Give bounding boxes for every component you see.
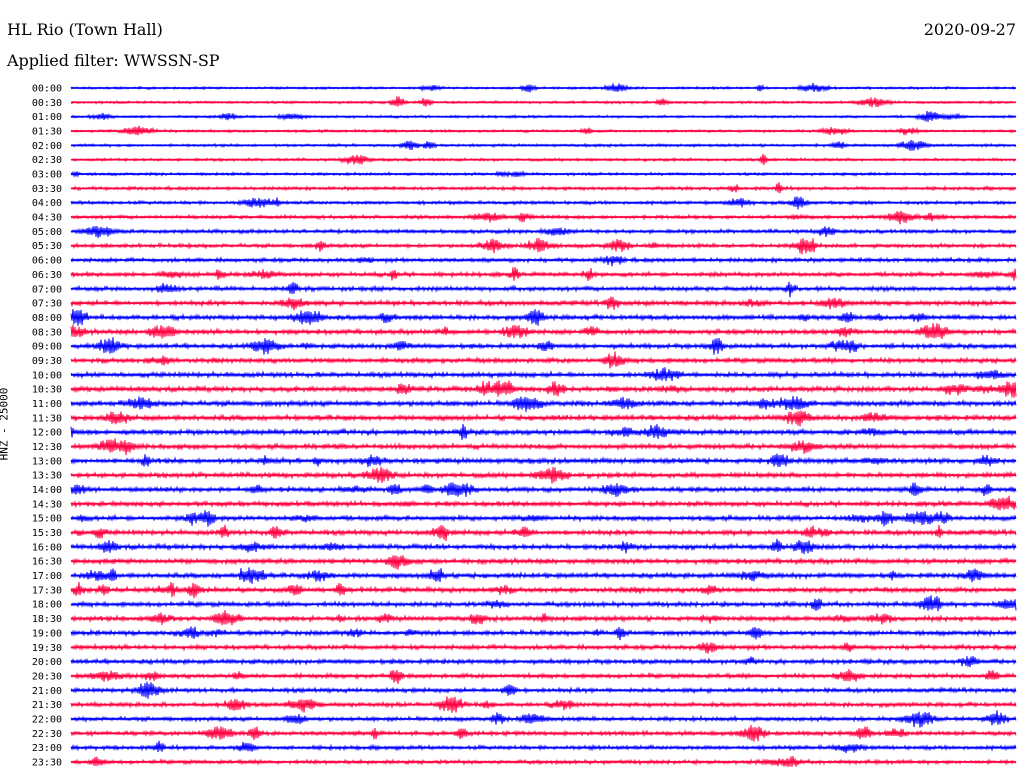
row-time-label: 19:30: [32, 643, 62, 654]
row-time-label: 08:30: [32, 327, 62, 338]
row-time-label: 14:00: [32, 485, 62, 496]
row-time-label: 00:00: [32, 84, 62, 95]
row-time-label: 21:00: [32, 686, 62, 697]
row-time-label: 02:30: [32, 155, 62, 166]
row-time-label: 11:30: [32, 413, 62, 424]
row-time-label: 19:00: [32, 628, 62, 639]
row-time-label: 01:30: [32, 127, 62, 138]
row-time-label: 09:30: [32, 356, 62, 367]
trace-row-1800: [70, 595, 1017, 612]
row-time-label: 10:00: [32, 370, 62, 381]
row-time-label: 05:00: [32, 227, 62, 238]
row-time-label: 06:30: [32, 270, 62, 281]
row-time-label: 08:00: [32, 313, 62, 324]
row-time-label: 00:30: [32, 98, 62, 109]
row-time-label: 17:00: [32, 571, 62, 582]
row-time-label: 23:00: [32, 743, 62, 754]
row-time-label: 09:00: [32, 342, 62, 353]
row-time-label: 22:30: [32, 729, 62, 740]
trace-row-1630: [70, 555, 1017, 570]
row-time-label: 12:30: [32, 442, 62, 453]
row-time-label: 15:30: [32, 528, 62, 539]
station-title: HL Rio (Town Hall): [7, 20, 163, 39]
row-time-label: 17:30: [32, 585, 62, 596]
row-time-label: 01:00: [32, 112, 62, 123]
row-time-label: 13:30: [32, 471, 62, 482]
row-time-label: 23:30: [32, 757, 62, 768]
row-time-label: 11:00: [32, 399, 62, 410]
row-time-label: 16:00: [32, 542, 62, 553]
trace-row-0830: [70, 322, 1017, 339]
row-time-label: 15:00: [32, 514, 62, 525]
row-time-label: 04:30: [32, 213, 62, 224]
row-time-label: 05:30: [32, 241, 62, 252]
row-time-label: 18:00: [32, 600, 62, 611]
row-time-label: 21:30: [32, 700, 62, 711]
row-time-label: 12:00: [32, 428, 62, 439]
trace-row-0600: [70, 255, 1017, 267]
record-date: 2020-09-27: [923, 20, 1016, 39]
row-time-label: 22:00: [32, 714, 62, 725]
row-time-label: 18:30: [32, 614, 62, 625]
row-time-label: 14:30: [32, 499, 62, 510]
row-time-label: 16:30: [32, 557, 62, 568]
row-time-label: 13:00: [32, 456, 62, 467]
row-time-label: 20:30: [32, 671, 62, 682]
row-time-label: 07:30: [32, 299, 62, 310]
trace-row-1830: [70, 609, 1017, 626]
row-time-label: 04:00: [32, 198, 62, 209]
row-time-label: 02:00: [32, 141, 62, 152]
filter-label: Applied filter: WWSSN-SP: [7, 51, 220, 70]
row-time-label: 03:30: [32, 184, 62, 195]
trace-row-0700: [70, 281, 1017, 298]
row-time-label: 07:00: [32, 284, 62, 295]
row-time-label: 20:00: [32, 657, 62, 668]
row-time-label: 03:00: [32, 170, 62, 181]
row-time-label: 06:00: [32, 256, 62, 267]
row-time-label: 10:30: [32, 385, 62, 396]
